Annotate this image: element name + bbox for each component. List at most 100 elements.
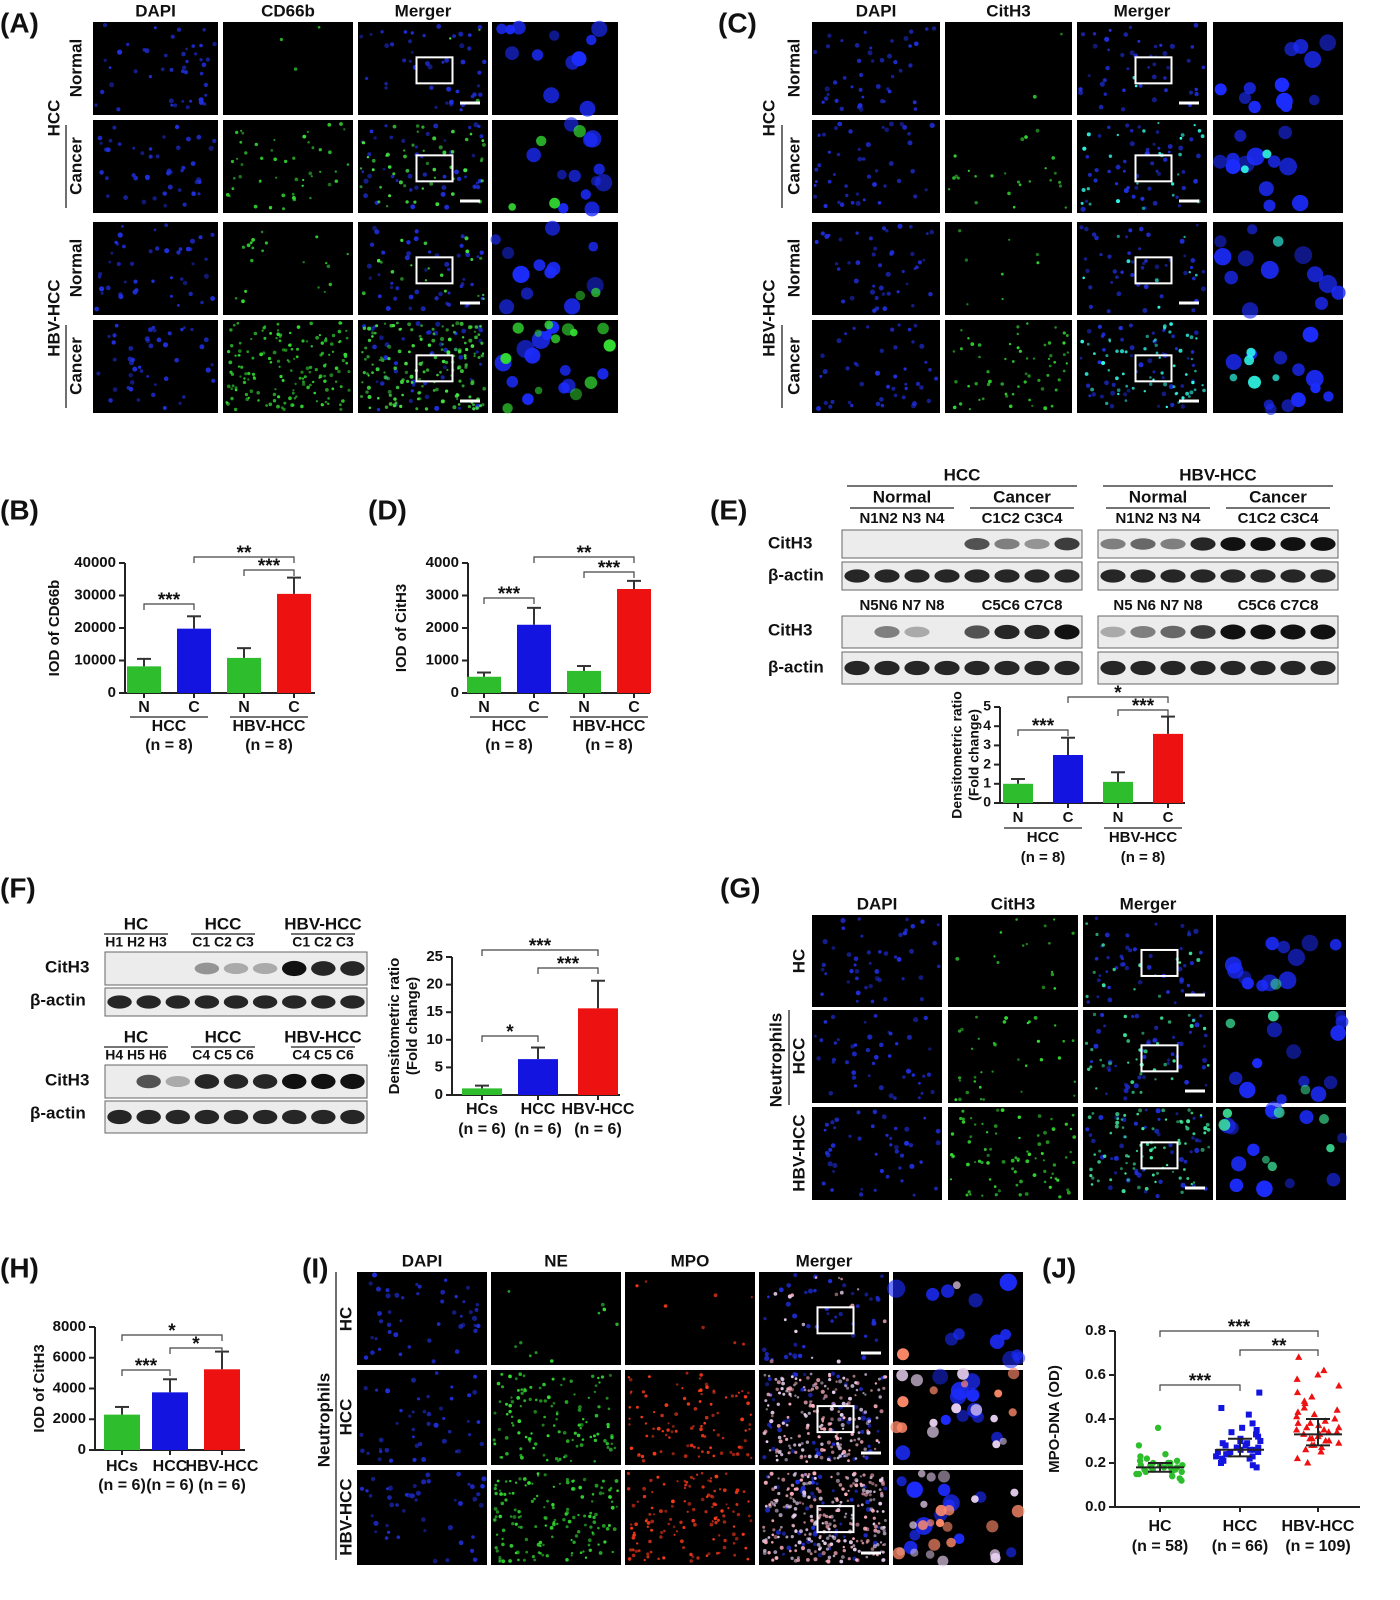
cell — [634, 1549, 638, 1553]
cell — [700, 1392, 703, 1396]
cell — [881, 1558, 886, 1562]
cell — [905, 1068, 912, 1074]
cell — [1273, 1107, 1285, 1118]
cell — [1118, 325, 1123, 331]
cell — [1125, 235, 1129, 239]
cell — [563, 1456, 566, 1459]
cell — [1017, 385, 1020, 388]
cell — [775, 1530, 781, 1535]
cell — [1247, 1143, 1260, 1157]
x-tick-label: N — [1113, 809, 1124, 826]
cell — [749, 1413, 752, 1416]
cell — [190, 161, 196, 167]
band — [223, 995, 249, 1009]
cell — [577, 1530, 581, 1534]
cell — [873, 1534, 877, 1538]
cell — [440, 1289, 446, 1295]
cell — [1190, 357, 1194, 361]
cell — [343, 354, 348, 359]
lane-label: N1N2 N3 N4 — [859, 510, 945, 527]
cell — [363, 1355, 369, 1360]
cell — [855, 999, 859, 1003]
cell — [631, 1536, 636, 1540]
x-tick-label: HBV-HCC — [186, 1458, 259, 1475]
cell — [889, 1136, 893, 1140]
cell — [1171, 1170, 1175, 1173]
cell — [579, 1551, 583, 1554]
cell — [808, 1404, 812, 1408]
cell — [257, 399, 260, 402]
cell — [479, 159, 483, 163]
y-tick-label: 1 — [983, 775, 991, 791]
cell — [813, 184, 817, 187]
cell — [1151, 97, 1157, 103]
cell — [771, 1558, 775, 1562]
cell — [1179, 1120, 1184, 1124]
cell — [855, 1558, 859, 1562]
panel-letter: (C) — [718, 7, 757, 38]
cell — [910, 1548, 919, 1557]
cell — [875, 1416, 879, 1420]
cell — [1157, 1117, 1161, 1121]
cell — [885, 1174, 890, 1179]
band — [1130, 569, 1156, 583]
cell — [191, 44, 195, 48]
cell — [806, 1558, 810, 1562]
cell — [1089, 1167, 1093, 1172]
point — [1162, 1451, 1169, 1458]
cell — [853, 963, 857, 967]
cell — [1142, 261, 1146, 266]
cell — [1155, 169, 1159, 173]
cell — [1186, 932, 1192, 937]
cell — [1180, 1190, 1184, 1195]
significance-bracket — [121, 1334, 223, 1341]
cell — [675, 1530, 679, 1533]
cell — [814, 1034, 817, 1038]
cell — [377, 1347, 382, 1351]
cell — [764, 1399, 768, 1403]
lane-label: H1 H2 H3 — [105, 934, 167, 950]
cell — [928, 1538, 941, 1551]
cell — [814, 1382, 818, 1386]
cell — [1106, 309, 1111, 314]
group-label: HCC — [1027, 829, 1060, 846]
cell — [771, 1533, 775, 1537]
cell — [612, 1527, 617, 1531]
micrograph — [812, 320, 940, 413]
cell — [1126, 67, 1130, 71]
cell — [1154, 1025, 1159, 1030]
cell — [1080, 201, 1084, 205]
cell — [830, 1371, 836, 1376]
cell — [551, 1535, 554, 1539]
cell — [499, 299, 515, 315]
cell — [1062, 331, 1066, 335]
cell — [689, 1443, 694, 1448]
cell — [359, 34, 364, 39]
cell — [1121, 372, 1125, 376]
cell — [497, 1427, 501, 1431]
cell — [458, 31, 464, 37]
cell — [1115, 1112, 1120, 1117]
cell — [212, 138, 217, 144]
cell — [436, 1322, 441, 1326]
cell — [1204, 1083, 1208, 1087]
cell — [674, 1429, 678, 1433]
cell — [576, 1433, 581, 1438]
point — [1333, 1406, 1341, 1413]
n-label: (n = 8) — [1121, 849, 1166, 866]
band — [136, 1074, 161, 1089]
cell — [1138, 84, 1143, 88]
cell — [1224, 270, 1238, 285]
cell — [662, 1556, 666, 1560]
cell — [425, 61, 430, 66]
cell — [873, 1447, 877, 1451]
cell — [742, 1342, 745, 1346]
cell — [237, 365, 241, 368]
cell — [803, 1372, 807, 1377]
cell — [1202, 388, 1206, 393]
lane-label: N5N6 N7 N8 — [859, 597, 944, 614]
cell — [967, 169, 970, 172]
cell — [875, 370, 880, 376]
y-tick-label: 4000 — [53, 1379, 86, 1396]
cell — [472, 407, 476, 411]
